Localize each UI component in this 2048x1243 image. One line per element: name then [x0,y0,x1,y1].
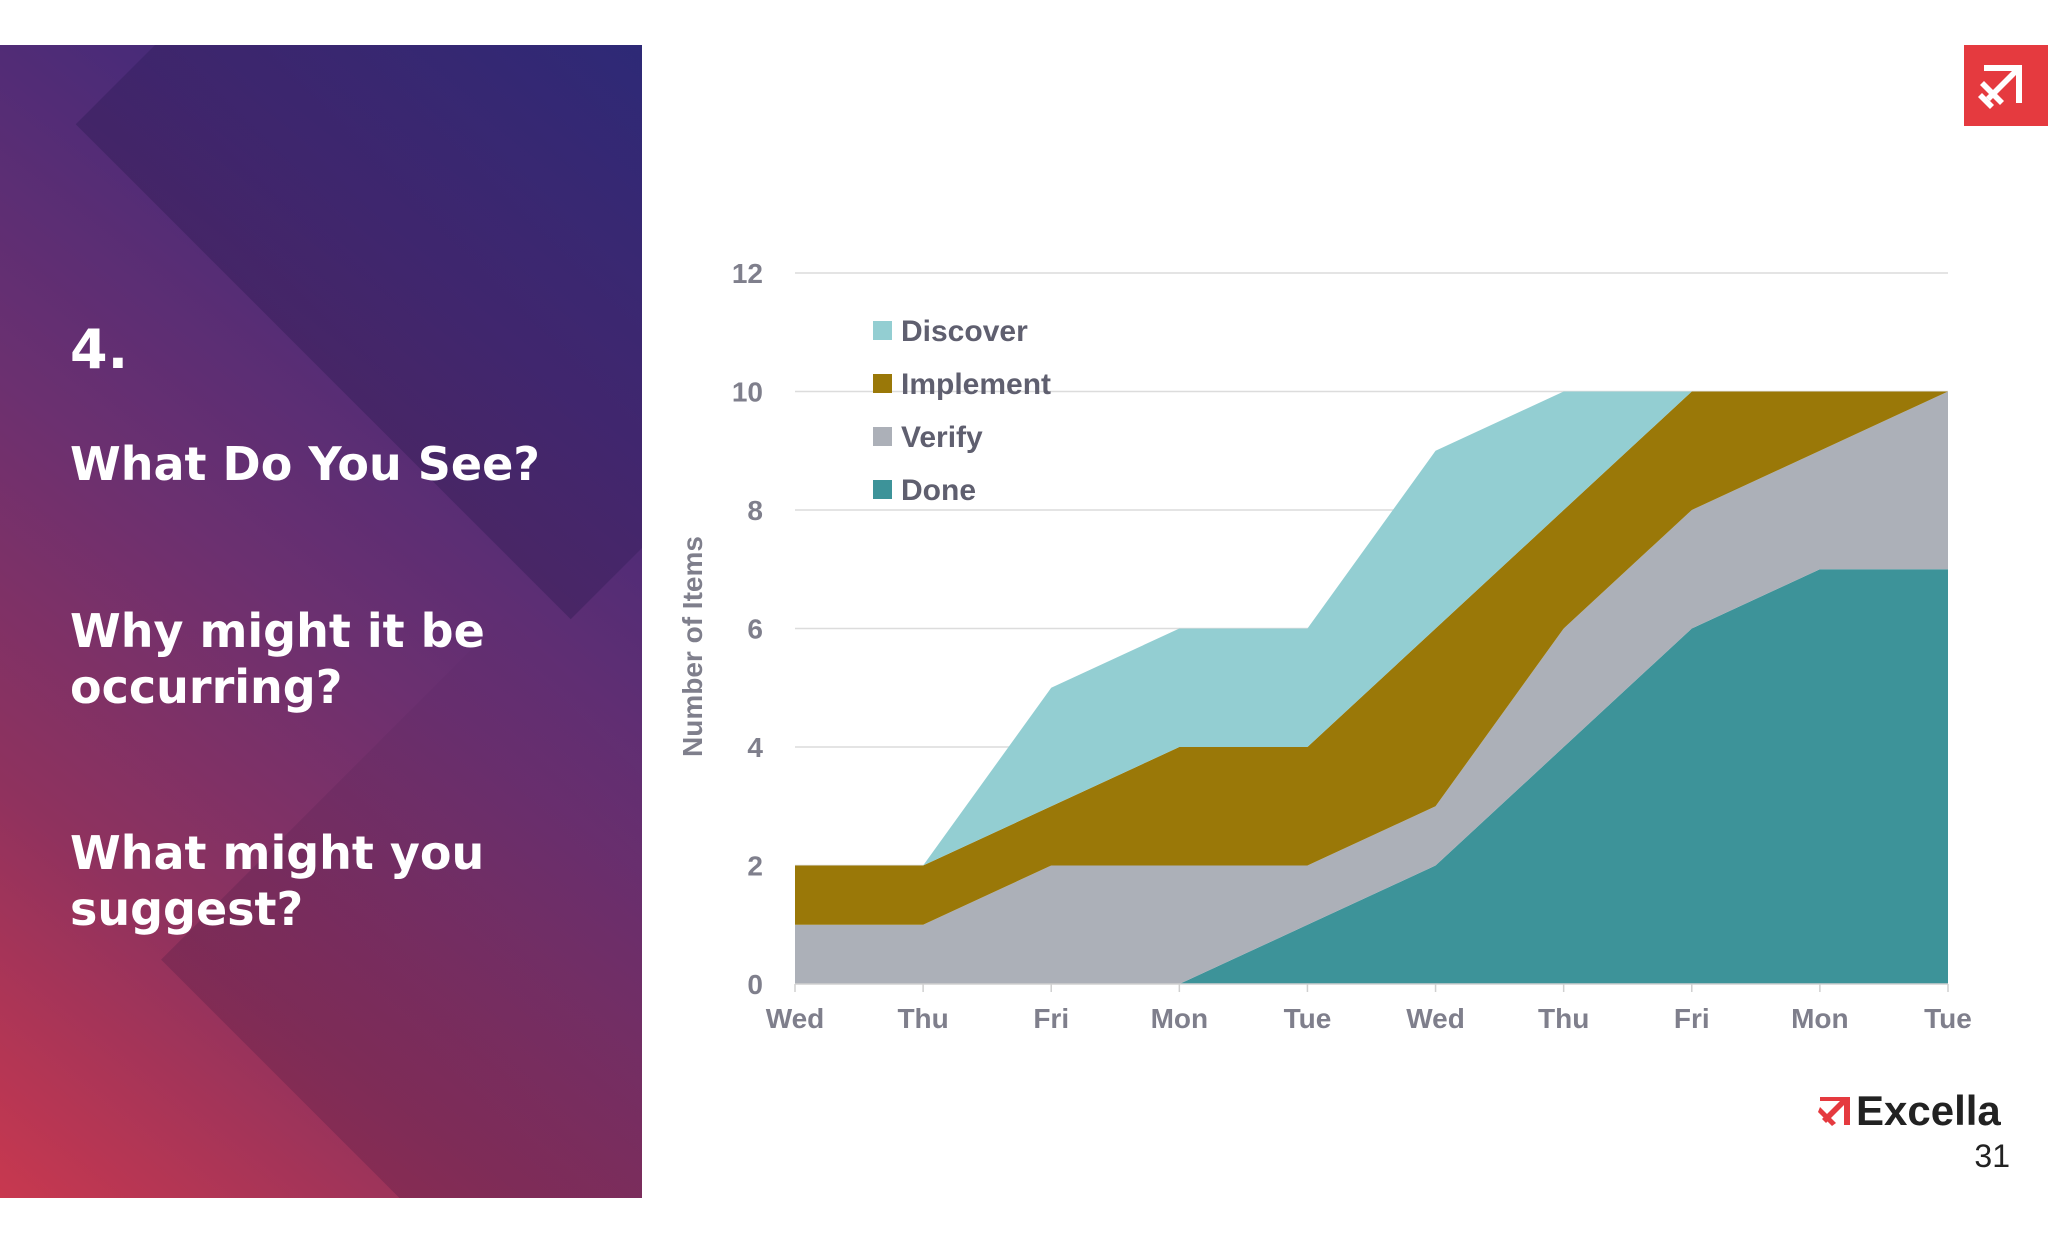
excella-mark-icon [1978,65,2022,109]
excella-logo-icon [1818,1097,1850,1126]
y-tick-label: 8 [747,495,763,526]
page-number: 31 [1974,1138,2010,1174]
x-tick-label: Thu [1538,1003,1589,1034]
x-tick-label: Wed [766,1003,825,1034]
x-tick-label: Mon [1151,1003,1209,1034]
y-tick-label: 4 [747,732,763,763]
question-why-occurring: Why might it be occurring? [70,604,485,714]
legend-label-done: Done [901,474,976,507]
y-tick-label: 2 [747,851,763,882]
brand-logo: Excella [1818,1086,2001,1136]
legend-swatch-verify [873,427,892,446]
y-tick-label: 6 [747,614,763,645]
series-area-done [795,569,1948,984]
legend-swatch-discover [873,321,892,340]
slide-number: 4. [70,318,129,381]
x-tick-label: Mon [1791,1003,1849,1034]
x-tick-label: Tue [1284,1003,1332,1034]
x-tick-label: Wed [1406,1003,1465,1034]
legend-label-verify: Verify [901,421,983,454]
brand-name: Excella [1856,1087,2001,1134]
legend-label-discover: Discover [901,315,1028,348]
x-tick-label: Fri [1674,1003,1710,1034]
y-tick-label: 12 [732,258,763,289]
corner-logo [1964,45,2048,126]
legend-label-implement: Implement [901,368,1051,401]
legend-swatch-done [873,480,892,499]
series-area-discover [795,391,1948,866]
left-panel [0,45,642,1198]
x-tick-label: Thu [897,1003,948,1034]
x-tick-label: Tue [1924,1003,1972,1034]
question-what-do-you-see: What Do You See? [70,437,540,491]
y-axis-label: Number of Items [677,536,708,757]
question-what-suggest: What might you suggest? [70,826,485,936]
legend-swatch-implement [873,374,892,393]
x-tick-label: Fri [1033,1003,1069,1034]
y-tick-label: 10 [732,377,763,408]
series-area-implement [795,391,1948,925]
y-tick-label: 0 [747,969,763,1000]
